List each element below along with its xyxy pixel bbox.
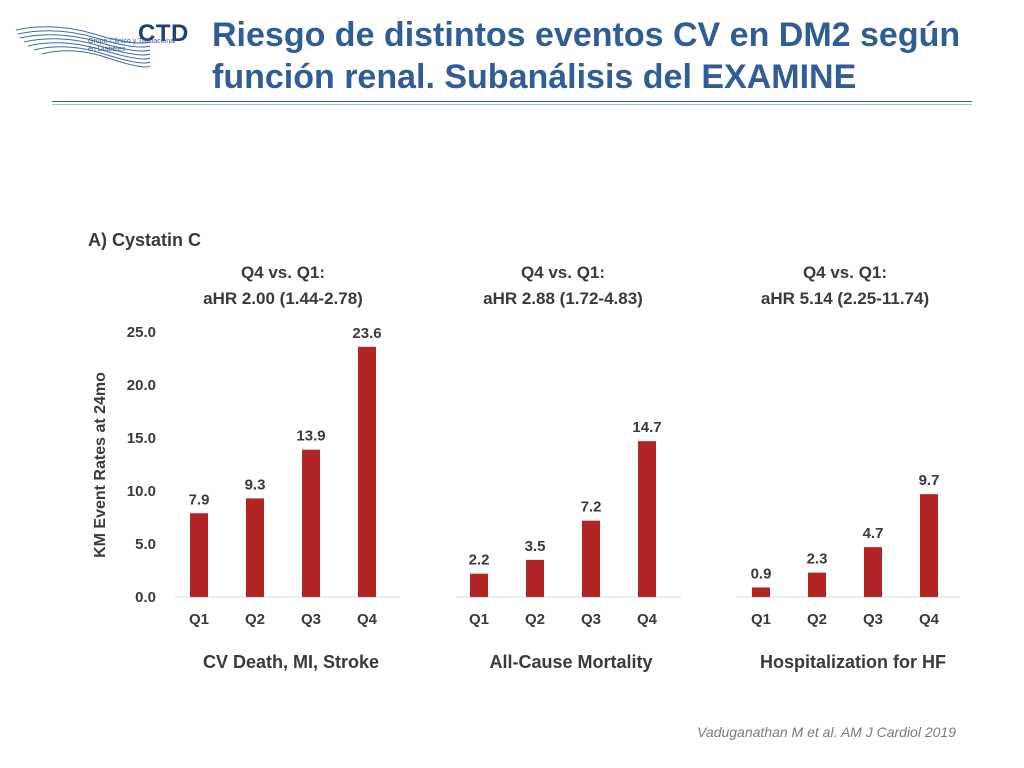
y-tick-label: 10.0 <box>127 483 156 500</box>
x-tick-label: Q4 <box>357 611 378 628</box>
bar-value-label: 2.3 <box>807 551 828 568</box>
group-name: Hospitalization for HF <box>760 652 946 672</box>
x-tick-label: Q2 <box>245 611 265 628</box>
title-divider <box>52 101 972 102</box>
x-tick-label: Q1 <box>751 611 771 628</box>
bar-value-label: 7.2 <box>581 499 602 516</box>
slide-title: Riesgo de distintos eventos CV en DM2 se… <box>212 16 961 96</box>
x-tick-label: Q1 <box>189 611 209 628</box>
bar <box>752 587 770 597</box>
bar-value-label: 13.9 <box>296 428 325 445</box>
x-tick-label: Q1 <box>469 611 489 628</box>
y-tick-label: 5.0 <box>135 536 156 553</box>
x-tick-label: Q3 <box>301 611 321 628</box>
bar <box>302 449 320 597</box>
title-divider-light <box>52 104 972 105</box>
x-tick-label: Q2 <box>525 611 545 628</box>
bar <box>190 513 208 597</box>
bar-value-label: 0.9 <box>751 565 772 582</box>
hr-annotation-line2: aHR 5.14 (2.25-11.74) <box>761 289 929 308</box>
bar <box>526 559 544 597</box>
bar-value-label: 23.6 <box>352 325 381 342</box>
bar-group: Q4 vs. Q1: aHR 2.88 (1.72-4.83) 2.2 Q1 3.5 Q2… <box>456 263 681 672</box>
group-name: CV Death, MI, Stroke <box>203 652 379 672</box>
logo-text: CTD <box>138 20 189 47</box>
x-tick-label: Q4 <box>919 611 940 628</box>
bar <box>864 547 882 597</box>
y-tick-label: 25.0 <box>127 324 156 341</box>
bar-value-label: 14.7 <box>632 419 661 436</box>
bar-value-label: 4.7 <box>863 525 884 542</box>
bar <box>920 494 938 597</box>
ctd-logo <box>14 12 194 72</box>
bar-value-label: 7.9 <box>189 491 210 508</box>
x-tick-label: Q3 <box>863 611 883 628</box>
x-tick-label: Q4 <box>637 611 658 628</box>
bar-group: Q4 vs. Q1: aHR 5.14 (2.25-11.74) 0.9 Q1 2.3 Q… <box>737 263 960 672</box>
bar <box>808 572 826 597</box>
x-tick-label: Q2 <box>807 611 827 628</box>
bar <box>582 520 600 597</box>
bar-value-label: 3.5 <box>525 538 546 555</box>
y-tick-label: 15.0 <box>127 430 156 447</box>
y-axis-label: KM Event Rates at 24mo <box>92 372 109 558</box>
bar <box>470 573 488 597</box>
hr-annotation-line2: aHR 2.00 (1.44-2.78) <box>203 289 363 308</box>
bar-value-label: 2.2 <box>469 552 490 569</box>
hr-annotation-line1: Q4 vs. Q1: <box>241 263 325 282</box>
group-name: All-Cause Mortality <box>489 652 652 672</box>
hr-annotation-line2: aHR 2.88 (1.72-4.83) <box>483 289 643 308</box>
bar-group: Q4 vs. Q1: aHR 2.00 (1.44-2.78) 7.9 Q1 9.3 Q2… <box>175 263 400 672</box>
bar-value-label: 9.7 <box>919 472 940 489</box>
y-tick-label: 20.0 <box>127 377 156 394</box>
bar-groups: Q4 vs. Q1: aHR 2.00 (1.44-2.78) 7.9 Q1 9.3 Q2… <box>175 263 960 672</box>
hr-annotation-line1: Q4 vs. Q1: <box>521 263 605 282</box>
x-tick-label: Q3 <box>581 611 601 628</box>
citation: Vaduganathan M et al. AM J Cardiol 2019 <box>697 724 956 740</box>
bar <box>358 346 376 597</box>
logo-subtitle-2: en Diabetes <box>88 46 126 53</box>
bar-value-label: 9.3 <box>245 476 266 493</box>
logo-subtitle-1: Grupo Clínico y Traslacional <box>88 38 176 45</box>
bar <box>638 441 656 597</box>
bar <box>246 498 264 597</box>
y-tick-label: 0.0 <box>135 589 156 606</box>
y-tick-labels: 0.0 5.0 10.0 15.0 20.0 25.0 <box>127 324 156 606</box>
panel-title: A) Cystatin C <box>88 230 201 250</box>
logo-waves-icon <box>15 26 151 68</box>
hr-annotation-line1: Q4 vs. Q1: <box>803 263 887 282</box>
